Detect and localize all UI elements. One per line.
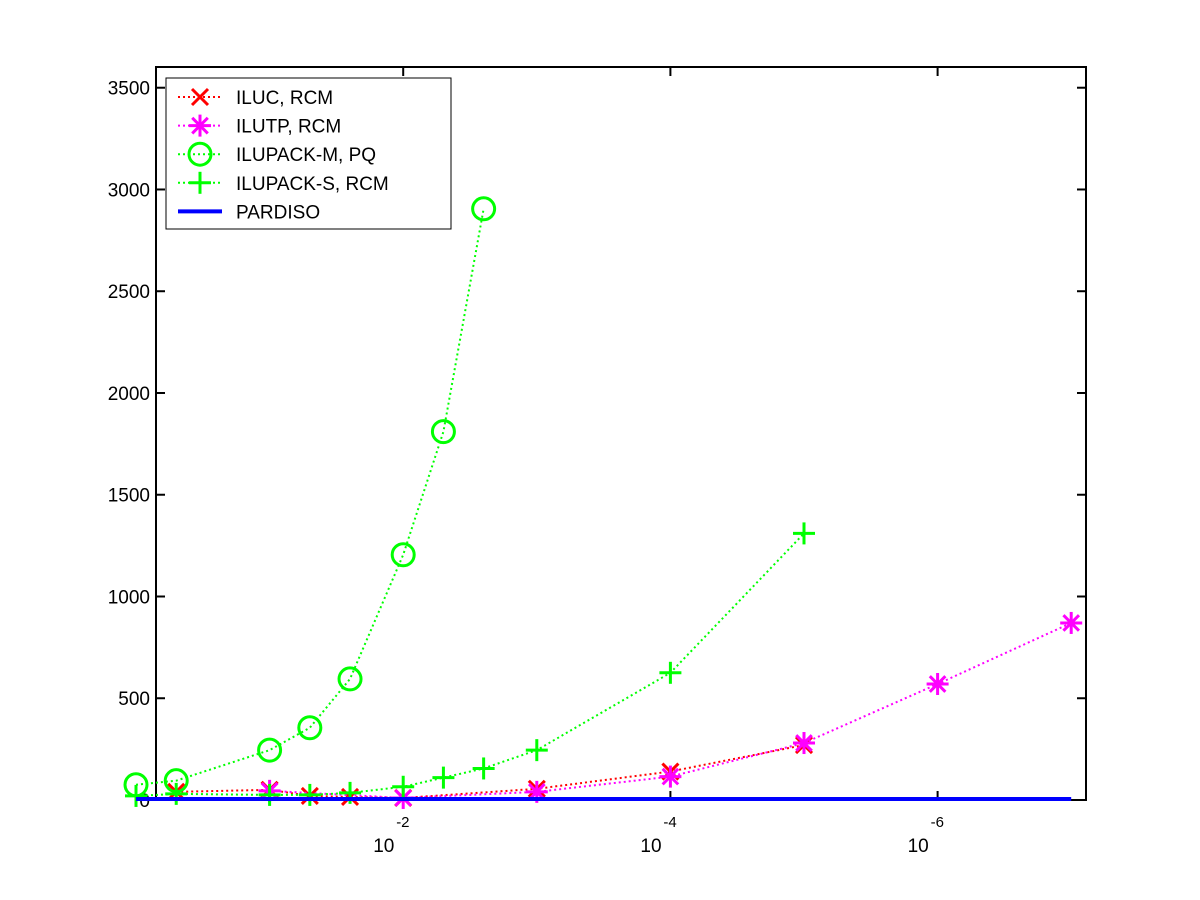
x-tick-label-exponent: -4: [663, 814, 676, 831]
asterisk-marker: [191, 116, 209, 135]
asterisk-marker: [661, 767, 680, 786]
legend: ILUC, RCM ILUTP, RCM ILUPACK-M, PQ ILUPACK-…: [165, 77, 452, 230]
circle-marker: [337, 666, 363, 692]
legend-entry-label: ILUPACK-M, PQ: [236, 145, 376, 166]
y-tick-label: 500: [118, 689, 150, 710]
y-tick-label: 1500: [108, 486, 150, 507]
asterisk-marker: [795, 734, 813, 752]
circle-marker: [297, 715, 323, 741]
y-tick-label: 2500: [108, 282, 150, 303]
y-tick-label: 2000: [108, 384, 150, 405]
y-axis: 0 500 1000 1500 2000 2500 3000 3500: [108, 79, 1086, 812]
legend-entry-label: ILUTP, RCM: [236, 117, 341, 138]
series-layer: [123, 196, 1083, 809]
y-tick-label: 1000: [108, 587, 150, 608]
y-tick-label: 3000: [108, 180, 150, 201]
legend-entry-label: PARDISO: [236, 202, 320, 223]
y-tick-label: 0: [139, 791, 150, 812]
circle-marker: [257, 737, 283, 763]
x-tick-label-base: 10: [373, 836, 394, 857]
circle-marker: [390, 542, 416, 568]
asterisk-marker: [928, 675, 947, 693]
series-line: [135, 208, 485, 786]
x-tick-label-base: 10: [640, 836, 661, 857]
asterisk-marker: [1062, 614, 1081, 632]
circle-marker: [430, 419, 456, 445]
x-tick-label-exponent: -2: [396, 814, 409, 831]
circle-marker: [471, 196, 497, 222]
series-ilupack-s-rcm: [125, 522, 815, 807]
x-tick-label-exponent: -6: [931, 814, 944, 831]
legend-entry-label: ILUC, RCM: [236, 88, 333, 109]
circle-marker: [187, 141, 213, 167]
series-ilupack-m-pq: [123, 196, 497, 798]
y-tick-label: 3500: [108, 79, 150, 100]
x-marker: [190, 87, 210, 107]
legend-entry-label: ILUPACK-S, RCM: [236, 174, 389, 195]
x-tick-label-base: 10: [908, 836, 929, 857]
